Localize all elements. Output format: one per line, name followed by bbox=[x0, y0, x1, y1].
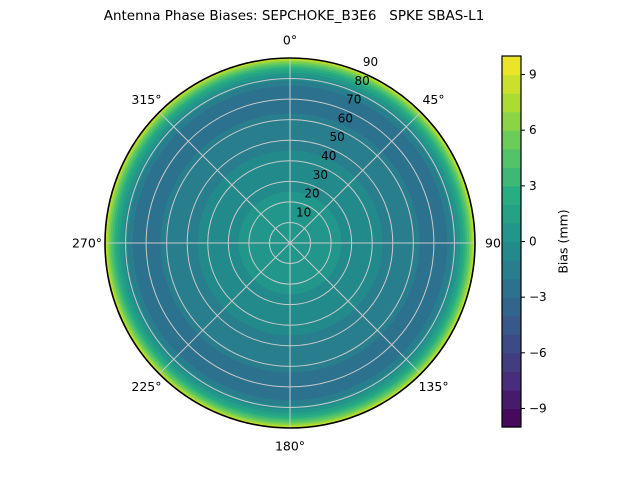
theta-tick-label: 90 bbox=[485, 236, 501, 251]
polar-axis-boundary bbox=[104, 57, 476, 429]
colorbar-band bbox=[502, 260, 521, 280]
theta-tick-label: 225° bbox=[131, 379, 161, 394]
colorbar-band bbox=[502, 408, 521, 428]
radial-tick-label: 10 bbox=[296, 205, 311, 219]
colorbar-band bbox=[502, 315, 521, 335]
colorbar-band bbox=[502, 389, 521, 410]
theta-tick-label: 45° bbox=[422, 92, 444, 107]
colorbar-tick-label: −6 bbox=[529, 346, 547, 360]
colorbar-band bbox=[502, 241, 521, 261]
colorbar-band bbox=[502, 352, 521, 372]
colorbar-band bbox=[502, 185, 521, 205]
colorbar-axis-label: Bias (mm) bbox=[556, 209, 571, 273]
theta-tick-label: 0° bbox=[283, 33, 297, 48]
theta-tick-label: 315° bbox=[131, 92, 161, 107]
radial-tick-label: 60 bbox=[338, 111, 353, 125]
radial-tick-label: 30 bbox=[313, 168, 328, 182]
colorbar-band bbox=[502, 371, 521, 391]
radial-tick-label: 80 bbox=[355, 74, 370, 88]
colorbar-tick-label: −9 bbox=[529, 401, 547, 415]
colorbar-tick-label: 0 bbox=[529, 235, 537, 249]
radial-tick-label: 90 bbox=[363, 55, 378, 69]
theta-grid-spoke bbox=[289, 242, 422, 375]
colorbar-band bbox=[502, 93, 521, 113]
theta-tick-label: 180° bbox=[275, 439, 305, 454]
radial-tick-label: 20 bbox=[304, 187, 319, 201]
colorbar-tick-label: 9 bbox=[529, 68, 537, 82]
colorbar-tick-label: 6 bbox=[529, 123, 537, 137]
colorbar-band bbox=[502, 167, 521, 187]
colorbar-tick-label: −3 bbox=[529, 290, 547, 304]
chart-title: Antenna Phase Biases: SEPCHOKE_B3E6 SPKE… bbox=[103, 8, 485, 24]
colorbar-band bbox=[502, 74, 521, 94]
theta-grid-spoke bbox=[158, 242, 291, 375]
theta-grid-spoke bbox=[158, 111, 291, 244]
radial-tick-label: 70 bbox=[346, 93, 361, 107]
colorbar-band bbox=[502, 130, 521, 150]
radial-tick-label: 40 bbox=[321, 149, 336, 163]
colorbar-tick-label: 3 bbox=[529, 179, 537, 193]
colorbar-band bbox=[502, 204, 521, 224]
radial-tick-label: 50 bbox=[329, 130, 344, 144]
colorbar-band bbox=[502, 278, 521, 298]
colorbar-band bbox=[502, 56, 521, 76]
theta-grid-spoke bbox=[289, 111, 422, 244]
colorbar-band bbox=[502, 148, 521, 168]
theta-tick-label: 270° bbox=[72, 236, 102, 251]
theta-tick-label: 135° bbox=[418, 379, 448, 394]
colorbar-band bbox=[502, 334, 521, 354]
colorbar-band bbox=[502, 111, 521, 131]
colorbar-band bbox=[502, 222, 521, 243]
colorbar-band bbox=[502, 297, 521, 317]
